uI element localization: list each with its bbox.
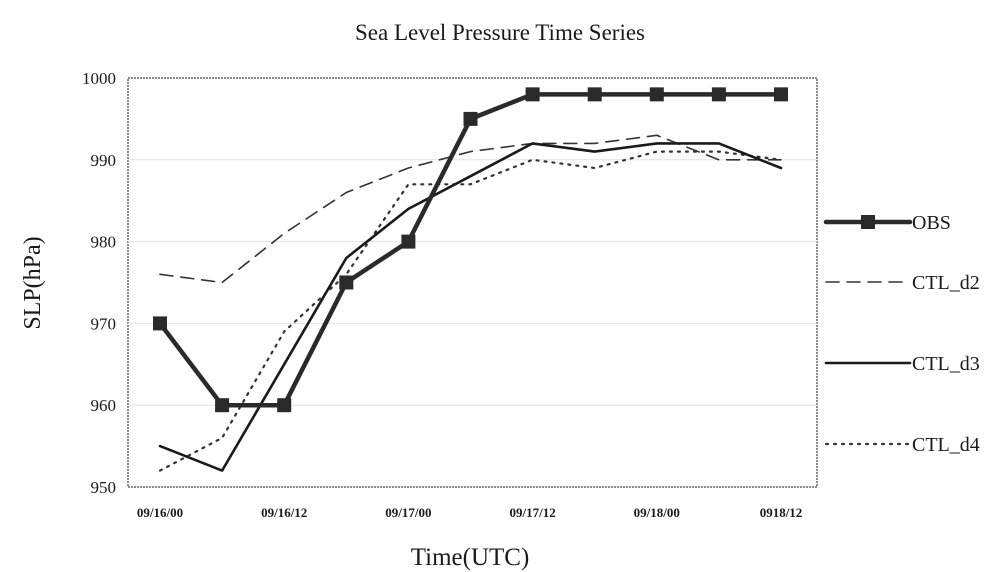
obs-marker bbox=[401, 234, 416, 249]
obs-marker bbox=[215, 398, 230, 413]
legend: OBS CTL_d2 CTL_d3 CTL_d4 bbox=[823, 212, 980, 456]
y-axis-label: SLP(hPa) bbox=[20, 236, 46, 329]
obs-marker bbox=[587, 87, 602, 102]
y-tick-label: 990 bbox=[91, 151, 117, 170]
x-axis-label: Time(UTC) bbox=[411, 544, 530, 571]
series-lines bbox=[157, 92, 784, 472]
obs-marker bbox=[774, 87, 788, 102]
series-markers bbox=[153, 87, 788, 413]
y-tick-label: 1000 bbox=[82, 69, 116, 88]
series-line-ctl-d4 bbox=[158, 150, 783, 472]
legend-label: OBS bbox=[912, 212, 951, 234]
legend-marker bbox=[861, 215, 875, 229]
obs-marker bbox=[153, 316, 167, 331]
obs-marker bbox=[463, 111, 478, 126]
x-tick-label: 09/16/12 bbox=[261, 505, 307, 520]
y-tick-label: 960 bbox=[91, 396, 117, 415]
y-tick-label: 980 bbox=[91, 233, 117, 252]
y-tick-label: 970 bbox=[91, 314, 117, 333]
chart-title: Sea Level Pressure Time Series bbox=[355, 20, 645, 45]
plot-area bbox=[127, 77, 818, 488]
x-tick-labels: 09/16/00 09/16/12 09/17/00 09/17/12 09/18/00… bbox=[137, 505, 802, 520]
x-tick-label: 09/17/00 bbox=[385, 505, 431, 520]
x-tick-label: 0918/12 bbox=[760, 505, 803, 520]
x-tick-label: 09/17/12 bbox=[509, 505, 555, 520]
y-tick-labels: 950 960 970 980 990 1000 bbox=[82, 69, 116, 497]
legend-label: CTL_d2 bbox=[912, 272, 980, 294]
y-tick-label: 950 bbox=[91, 478, 117, 497]
series-line-ctl-d3 bbox=[158, 142, 783, 472]
legend-label: CTL_d3 bbox=[912, 353, 980, 375]
obs-marker bbox=[277, 398, 292, 413]
x-tick-label: 09/16/00 bbox=[137, 505, 183, 520]
obs-marker bbox=[711, 87, 726, 102]
obs-marker bbox=[339, 275, 354, 290]
obs-marker bbox=[525, 87, 540, 102]
obs-marker bbox=[649, 87, 664, 102]
gridlines bbox=[128, 159, 817, 406]
legend-label: CTL_d4 bbox=[912, 434, 980, 456]
x-tick-label: 09/18/00 bbox=[634, 505, 680, 520]
